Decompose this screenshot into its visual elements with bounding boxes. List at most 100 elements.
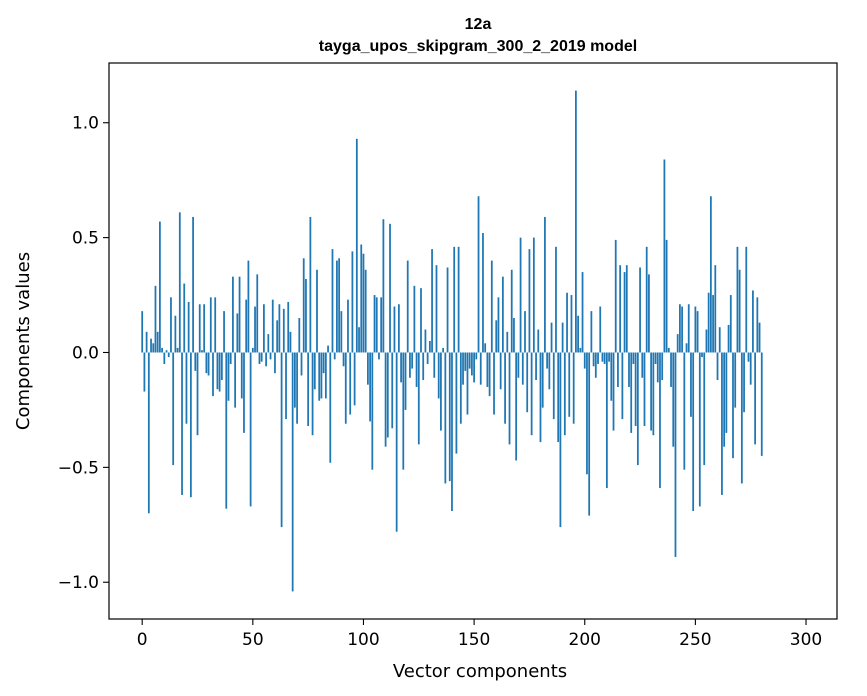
bar xyxy=(758,322,761,353)
bar xyxy=(353,352,356,406)
bar xyxy=(369,352,371,422)
bar xyxy=(196,352,199,436)
bar xyxy=(440,352,442,431)
bar xyxy=(382,219,385,353)
bar xyxy=(282,308,285,353)
bar xyxy=(575,90,577,353)
bar xyxy=(324,352,327,399)
bar xyxy=(209,297,212,353)
bar xyxy=(643,352,646,427)
bar xyxy=(727,324,730,353)
bar xyxy=(298,318,301,353)
bar xyxy=(159,221,161,353)
bar xyxy=(501,276,504,353)
plot-area-frame xyxy=(108,62,838,620)
bar xyxy=(318,352,321,401)
bar xyxy=(400,352,402,383)
bar xyxy=(752,290,754,353)
bar xyxy=(355,138,358,353)
bar xyxy=(490,260,493,353)
bar xyxy=(530,352,533,436)
bar xyxy=(506,331,509,353)
bar xyxy=(524,311,526,353)
bar xyxy=(183,283,186,353)
x-tick-label: 200 xyxy=(569,630,601,650)
bar xyxy=(732,352,734,459)
bar xyxy=(475,352,478,360)
bar xyxy=(380,297,383,353)
bar xyxy=(605,352,608,489)
bar xyxy=(592,352,595,367)
bar xyxy=(493,352,495,415)
bar xyxy=(393,306,396,353)
bar xyxy=(411,352,414,369)
bar xyxy=(145,331,148,353)
bar xyxy=(729,295,732,353)
bar xyxy=(349,352,352,415)
bar xyxy=(413,285,416,353)
bar xyxy=(583,352,586,369)
bar xyxy=(497,297,500,353)
bar xyxy=(577,315,579,353)
bar xyxy=(734,352,737,408)
bar xyxy=(714,265,717,353)
bar xyxy=(712,295,714,353)
bar xyxy=(599,306,602,353)
bar xyxy=(448,352,451,482)
bar xyxy=(570,295,573,353)
y-tick-label: 1.0 xyxy=(72,114,99,134)
bar xyxy=(479,352,482,385)
bar xyxy=(291,352,294,592)
bar xyxy=(307,352,310,427)
bar xyxy=(444,352,447,484)
bar xyxy=(723,352,726,447)
bar xyxy=(588,352,591,516)
bar xyxy=(207,352,210,376)
bar xyxy=(754,352,757,445)
bar xyxy=(409,352,411,378)
bar xyxy=(676,334,679,353)
y-axis-label: Components values xyxy=(13,252,34,430)
y-tick-label: −1.0 xyxy=(58,573,99,593)
bar xyxy=(212,352,214,397)
bar xyxy=(245,299,248,353)
bar xyxy=(617,352,619,387)
bar xyxy=(276,320,279,353)
bar xyxy=(628,352,630,387)
bar xyxy=(625,265,628,353)
bar xyxy=(690,352,692,417)
bar xyxy=(508,352,511,445)
bar xyxy=(457,246,460,353)
bar xyxy=(271,299,274,353)
bar xyxy=(632,352,635,364)
bar xyxy=(745,246,748,353)
bar xyxy=(468,352,471,369)
x-tick-label: 100 xyxy=(347,630,379,650)
bar xyxy=(238,276,241,353)
bar xyxy=(566,292,568,353)
bar xyxy=(526,352,529,413)
bar xyxy=(670,352,672,387)
bar xyxy=(612,352,615,431)
bar xyxy=(504,352,506,424)
bar xyxy=(347,299,349,353)
bar xyxy=(384,352,387,447)
bar xyxy=(462,352,464,385)
bar xyxy=(402,352,405,470)
bar xyxy=(435,265,438,353)
bar xyxy=(258,352,261,364)
bar xyxy=(172,352,175,466)
bar xyxy=(424,329,427,353)
bar xyxy=(336,260,338,353)
bar xyxy=(459,352,462,424)
bar xyxy=(234,352,237,408)
bar xyxy=(167,352,170,358)
bar xyxy=(389,223,391,353)
bar xyxy=(320,352,323,399)
bar xyxy=(293,352,296,408)
bar xyxy=(639,267,641,353)
bar xyxy=(174,315,177,353)
bar xyxy=(192,216,194,353)
x-tick-label: 0 xyxy=(137,630,148,650)
bar xyxy=(265,352,267,367)
